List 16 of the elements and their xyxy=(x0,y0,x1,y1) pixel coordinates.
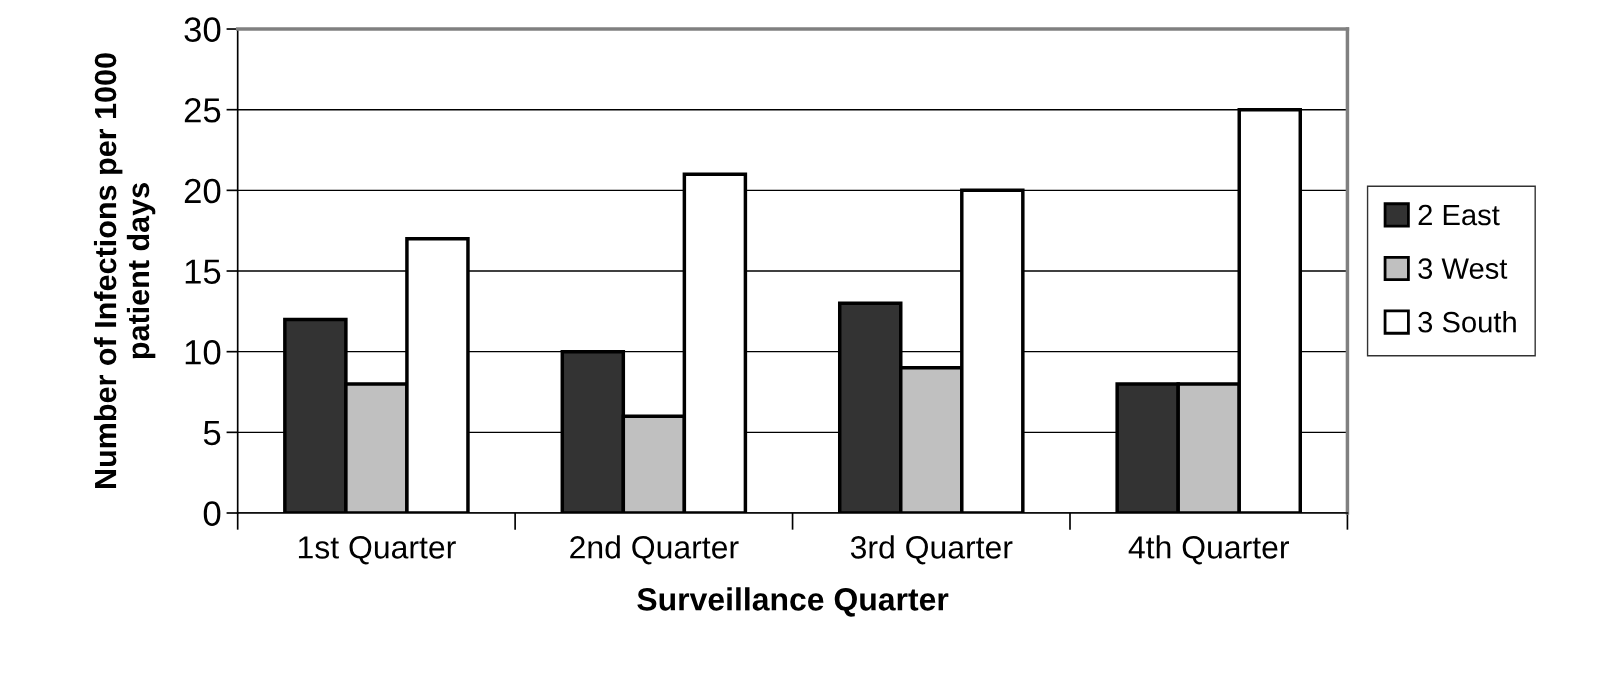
y-tick-label: 0 xyxy=(203,501,221,526)
y-tick-label: 25 xyxy=(184,98,221,123)
y-tick-label: 5 xyxy=(203,421,221,446)
x-tick-label: 1st Quarter xyxy=(298,536,456,565)
x-tick-label: 4th Quarter xyxy=(1128,535,1289,565)
x-tick-label: 3rd Quarter xyxy=(850,535,1013,565)
y-tick-label: 15 xyxy=(185,259,221,284)
legend-label: 3 West xyxy=(1418,258,1508,279)
y-axis-title: Number of Infections per 1000 patient days xyxy=(93,53,156,488)
y-tick-label: 10 xyxy=(185,340,221,365)
y-tick-label: 20 xyxy=(184,178,221,204)
legend-label: 3 South xyxy=(1418,311,1516,333)
y-tick-label: 30 xyxy=(184,17,221,42)
x-tick-label: 2nd Quarter xyxy=(570,535,739,565)
x-axis-title: Surveillance Quarter xyxy=(637,587,949,617)
legend-label: 2 East xyxy=(1418,204,1500,226)
